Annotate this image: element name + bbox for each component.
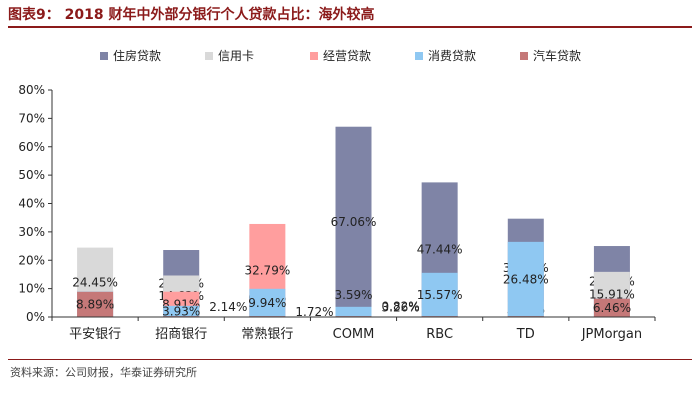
- legend-label-4: 汽车贷款: [533, 48, 581, 63]
- figure-title: 图表9： 2018 财年中外部分银行个人贷款占比：海外较高: [8, 7, 375, 23]
- data-label-2-1: 2.14%: [209, 300, 247, 314]
- data-label-0-1: 24.45%: [72, 275, 118, 289]
- y-tick-label-6: 60%: [18, 140, 45, 154]
- x-axis: 平安银行 招商银行 常熟银行 COMM RBC TD JPMorgan: [51, 316, 656, 342]
- data-label-0-4: 8.89%: [76, 297, 114, 311]
- data-label-4-2: 0.82%: [382, 300, 420, 314]
- bar-2-3: [249, 288, 286, 317]
- legend-label-0: 住房贷款: [113, 48, 161, 63]
- legend: 住房贷款 信用卡 经营贷款 消费贷款 汽车贷款: [100, 48, 581, 63]
- data-label-2-2: 32.79%: [244, 263, 290, 277]
- legend-swatch-1: [205, 52, 213, 60]
- x-tick-label-4: RBC: [426, 327, 453, 342]
- legend-label-2: 经营贷款: [323, 49, 371, 63]
- stacked-bar-chart: 住房贷款 信用卡 经营贷款 消费贷款 汽车贷款 0% 10% 20% 30% 40% 50% 60%…: [18, 48, 656, 342]
- data-label-5-3: 26.48%: [503, 272, 549, 286]
- data-label-3-3: 3.59%: [334, 288, 372, 302]
- x-tick-label-6: JPMorgan: [581, 327, 642, 342]
- source-note: 资料来源：公司财报，华泰证券研究所: [10, 366, 197, 379]
- y-tick-label-1: 10%: [18, 282, 45, 296]
- data-label-2-3: 9.94%: [248, 296, 286, 310]
- x-tick-label-0: 平安银行: [69, 327, 121, 342]
- title-rule: [8, 26, 692, 28]
- data-label-1-3: 3.93%: [162, 304, 200, 318]
- legend-label-3: 消费贷款: [428, 49, 476, 63]
- y-tick-label-3: 30%: [18, 225, 45, 239]
- y-axis: 0% 10% 20% 30% 40% 50% 60% 70% 80%: [18, 83, 53, 324]
- bar-4-3: [421, 272, 458, 317]
- source-rule: [8, 359, 692, 360]
- bar-1-3: [163, 305, 200, 317]
- data-label-3-1: 1.72%: [295, 305, 333, 319]
- legend-swatch-4: [520, 52, 528, 60]
- bar-5-3: [507, 241, 544, 317]
- data-label-6-1: 15.91%: [589, 287, 635, 301]
- data-label-4-1: 3.26%: [382, 301, 420, 315]
- legend-swatch-0: [100, 52, 108, 60]
- data-label-4-3: 15.57%: [417, 288, 463, 302]
- y-tick-label-4: 40%: [18, 197, 45, 211]
- data-label-6-4: 6.46%: [593, 301, 631, 315]
- bar-6-4: [593, 298, 630, 317]
- y-tick-label-8: 80%: [18, 83, 45, 97]
- x-tick-label-3: COMM: [333, 327, 375, 342]
- bar-0-4: [77, 291, 114, 317]
- y-tick-label-5: 50%: [18, 168, 45, 182]
- bar-3-3: [335, 306, 372, 317]
- x-tick-label-5: TD: [516, 327, 535, 342]
- legend-swatch-2: [310, 52, 318, 60]
- y-tick-label-2: 20%: [18, 253, 45, 267]
- legend-label-1: 信用卡: [218, 49, 254, 63]
- legend-swatch-3: [415, 52, 423, 60]
- data-label-3-0: 67.06%: [331, 215, 377, 229]
- x-tick-label-2: 常熟银行: [241, 326, 293, 342]
- bar-3-0: [335, 126, 372, 317]
- y-tick-label-7: 70%: [18, 111, 45, 125]
- data-label-4-0: 47.44%: [417, 243, 463, 257]
- x-tick-label-1: 招商银行: [155, 327, 207, 342]
- bars: 9.42%24.45%7.94%8.92%8.89%23.61%14.63%8.…: [72, 126, 635, 319]
- y-tick-label-0: 0%: [26, 310, 45, 324]
